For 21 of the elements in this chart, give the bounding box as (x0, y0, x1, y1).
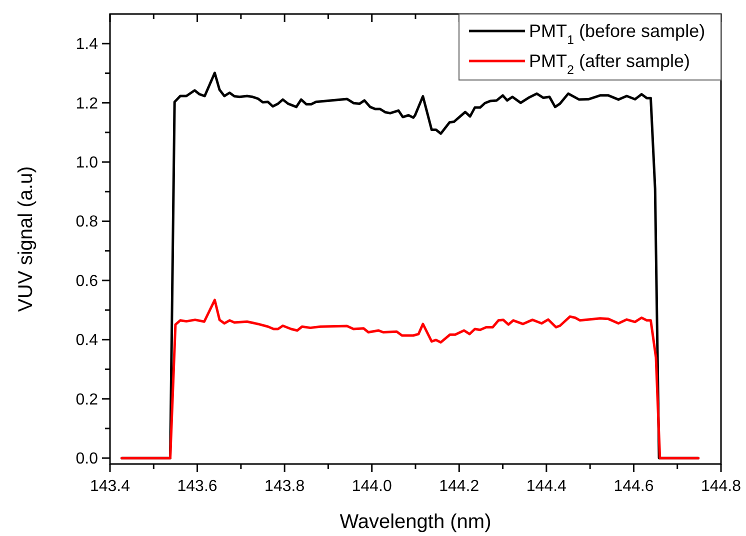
x-tick-label: 143.6 (177, 478, 218, 495)
x-tick-label: 143.8 (264, 478, 305, 495)
y-tick-label: 0.0 (76, 450, 98, 468)
y-tick-label: 1.2 (76, 95, 98, 112)
x-tick-label: 144.0 (352, 478, 392, 495)
line-series (120, 298, 700, 460)
x-tick-label: 144.6 (614, 478, 654, 495)
legend-label: PMT$_{2}$ (after sample) (529, 51, 690, 77)
y-tick-label: 0.4 (76, 332, 98, 350)
y-tick-label: 1.4 (76, 36, 98, 54)
x-tick-label: 144.2 (439, 478, 480, 495)
x-tick-label: 144.8 (700, 478, 742, 495)
x-axis-title: Wavelength (nm) (340, 511, 492, 533)
x-tick-label: 143.4 (90, 478, 130, 495)
y-tick-label: 0.8 (76, 214, 98, 231)
x-tick-label: 144.4 (526, 478, 567, 495)
legend-label: PMT$_{1}$ (before sample) (529, 21, 706, 47)
y-tick-label: 0.6 (76, 272, 98, 290)
y-tick-label: 0.2 (76, 391, 98, 408)
y-axis-title: VUV signal (a.u) (15, 166, 37, 312)
y-tick-label: 1.0 (76, 154, 98, 172)
